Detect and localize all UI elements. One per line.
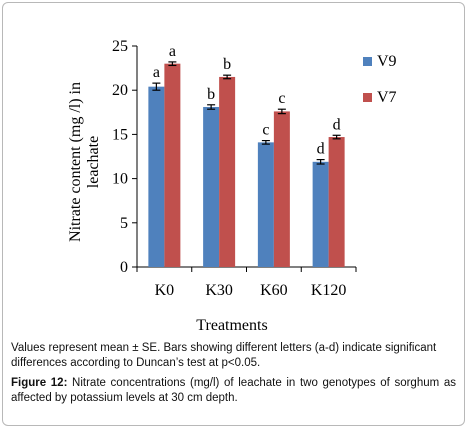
y-axis-label-line-1: Nitrate content (mg /l) in bbox=[67, 82, 84, 242]
bar bbox=[312, 161, 329, 267]
y-tick-label: 0 bbox=[120, 259, 128, 276]
nitrate-bar-chart: 0 5 10 15 20 25 K0 K30 K60 K120 a b c d a b c d V9 V7 Ni… bbox=[67, 38, 397, 334]
bars-group: a b c d a b c d bbox=[148, 43, 345, 268]
x-axis: K0 K30 K60 K120 bbox=[136, 266, 357, 299]
x-tick-label: K0 bbox=[155, 282, 175, 299]
x-tick-label: K120 bbox=[311, 282, 347, 299]
legend: V9 V7 bbox=[363, 53, 397, 106]
legend-label: V9 bbox=[377, 53, 397, 70]
significance-letter: b bbox=[207, 86, 215, 103]
x-tick-label: K60 bbox=[260, 282, 288, 299]
figure-caption: Figure 12: Nitrate concentrations (mg/l)… bbox=[11, 376, 456, 406]
bar bbox=[164, 63, 181, 268]
significance-letter: c bbox=[278, 90, 285, 107]
bar bbox=[257, 142, 274, 267]
bar bbox=[203, 106, 220, 267]
figure-caption-label: Figure 12: bbox=[11, 377, 68, 389]
significance-letter: b bbox=[223, 56, 231, 73]
y-axis-label-line-2: leachate bbox=[85, 136, 102, 188]
y-tick-label: 5 bbox=[120, 215, 128, 232]
bar bbox=[219, 76, 236, 267]
y-tick-label: 10 bbox=[112, 171, 128, 188]
legend-label: V7 bbox=[377, 89, 397, 106]
significance-letter: d bbox=[333, 116, 341, 133]
bar bbox=[273, 111, 290, 267]
significance-letter: c bbox=[262, 122, 269, 139]
significance-letter: d bbox=[317, 141, 325, 158]
legend-swatch bbox=[363, 57, 372, 66]
x-tick-label: K30 bbox=[205, 282, 233, 299]
figure-caption-text: Nitrate concentrations (mg/l) of leachat… bbox=[11, 377, 456, 404]
bar bbox=[148, 86, 165, 267]
legend-swatch bbox=[363, 93, 372, 102]
y-tick-label: 20 bbox=[112, 82, 128, 99]
y-tick-label: 25 bbox=[112, 38, 128, 55]
bar bbox=[328, 137, 345, 267]
y-tick-label: 15 bbox=[112, 126, 128, 143]
statistics-note: Values represent mean ± SE. Bars showing… bbox=[11, 342, 437, 369]
x-axis-label: Treatments bbox=[196, 317, 267, 334]
y-axis: 0 5 10 15 20 25 bbox=[112, 38, 138, 276]
significance-letter: a bbox=[153, 64, 160, 81]
significance-letter: a bbox=[169, 43, 176, 60]
